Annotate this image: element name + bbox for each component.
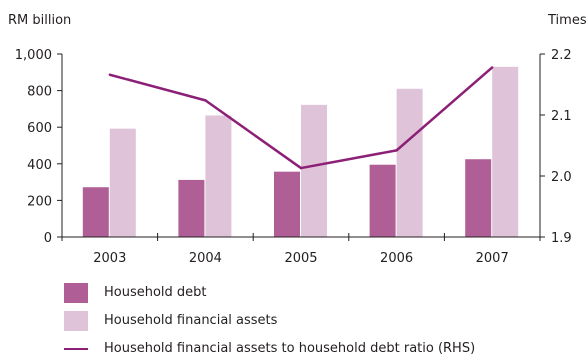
- legend-swatch-household-debt: [64, 283, 88, 303]
- left-axis-tick-label: 1,000: [15, 48, 52, 63]
- bar-household-financial-assets-2007: [492, 66, 519, 237]
- x-axis-tick-label: 2007: [476, 251, 509, 266]
- ratio-line-series: [108, 66, 494, 170]
- bar-household-debt-2005: [274, 171, 300, 237]
- left-axis-tick-label: 800: [27, 85, 52, 100]
- left-axis-tick-label: 200: [27, 194, 52, 209]
- right-axis-tick-label: 1.9: [551, 231, 572, 246]
- legend-label-household-financial-assets: Household financial assets: [104, 313, 278, 328]
- right-axis-tick-label: 2.2: [551, 48, 572, 63]
- x-axis-tick-label: 2006: [380, 251, 413, 266]
- bar-household-financial-assets-2005: [301, 104, 327, 238]
- ratio-point-2005: [299, 166, 303, 170]
- right-axis: 1.9 2.0 2.1 2.2: [539, 48, 572, 246]
- right-axis-tick-label: 2.1: [551, 109, 572, 124]
- ratio-point-2004: [204, 99, 207, 102]
- bar-household-debt-2003: [82, 187, 109, 237]
- ratio-point-2003: [108, 73, 112, 76]
- bar-household-debt-2006: [369, 164, 396, 237]
- left-axis-tick-label: 600: [27, 121, 52, 136]
- legend-swatch-household-financial-assets: [64, 311, 88, 331]
- left-axis-title: RM billion: [8, 13, 71, 28]
- x-axis: 2003 2004 2005 2006 2007: [61, 233, 541, 266]
- right-axis-tick-label: 2.0: [551, 170, 572, 185]
- x-axis-tick-label: 2004: [189, 251, 222, 266]
- bar-household-financial-assets-2003: [109, 128, 136, 237]
- x-axis-tick-label: 2005: [284, 251, 317, 266]
- ratio-point-2006: [395, 149, 398, 152]
- bar-household-debt-2004: [178, 179, 205, 237]
- bars: [82, 66, 519, 238]
- bar-household-financial-assets-2006: [396, 88, 423, 238]
- x-axis-tick-label: 2003: [93, 251, 126, 266]
- bar-household-debt-2007: [465, 159, 492, 237]
- legend-label-household-debt: Household debt: [104, 285, 207, 300]
- left-axis-tick-label: 0: [44, 231, 52, 246]
- left-axis-tick-label: 400: [27, 158, 52, 173]
- ratio-point-2007: [491, 66, 494, 69]
- bar-household-financial-assets-2004: [205, 115, 232, 237]
- right-axis-title: Times: [547, 13, 586, 28]
- left-axis: 0 200 400 600 800 1,000: [15, 48, 63, 246]
- legend-swatch-ratio: [64, 348, 88, 350]
- legend-label-ratio: Household financial assets to household …: [104, 341, 476, 356]
